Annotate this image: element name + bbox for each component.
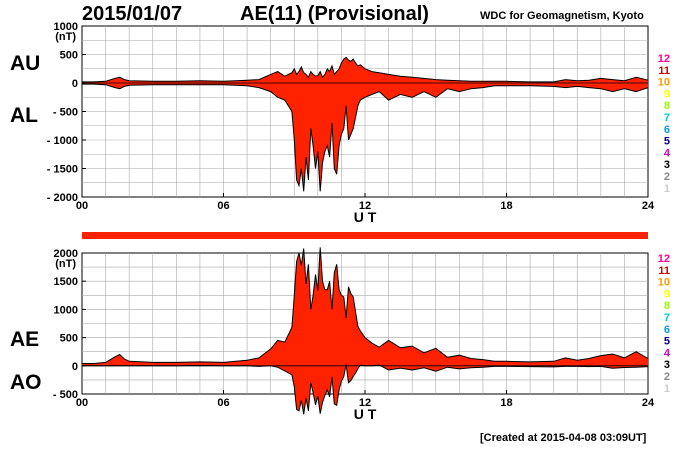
au-al-ytick-label: - 1000 (47, 135, 78, 147)
au-al-ytick-label: - 2000 (47, 192, 78, 204)
ae-ao-ytick-label: 1500 (54, 276, 78, 288)
ae-ao-station-number: 10 (658, 277, 670, 289)
ae-ao-station-number: 7 (664, 312, 670, 324)
au-al-station-number: 12 (658, 53, 670, 65)
au-al-station-number: 10 (658, 77, 670, 89)
ae-ao-station-number: 9 (664, 288, 670, 300)
ae-ao-station-number: 3 (664, 359, 670, 371)
au-al-ytick-label: 500 (60, 50, 78, 62)
ae-ao-xtick-label: 24 (642, 397, 655, 409)
au-al-station-number: 7 (664, 112, 670, 124)
au-al-ytick-label: 0 (72, 78, 78, 90)
au-al-xtick-label: 24 (642, 200, 655, 212)
data-source-label: WDC for Geomagnetism, Kyoto (480, 10, 644, 22)
au-al-station-number: 2 (664, 171, 670, 183)
ae-ao-station-number: 8 (664, 300, 670, 312)
au-series-label: AU (10, 52, 41, 75)
ae-series-line (82, 247, 649, 364)
au-series-line (82, 56, 649, 83)
ae-ao-xtick-label: 00 (76, 397, 88, 409)
au-al-unit-label: (nT) (55, 31, 76, 43)
ae-ao-station-number: 6 (664, 324, 670, 336)
plot-date: 2015/01/07 (82, 3, 183, 25)
ae-ao-station-number: 1 (664, 383, 670, 395)
ae-ao-ytick-label: 500 (60, 333, 78, 345)
plot-title: AE(11) (Provisional) (240, 3, 429, 25)
au-al-xtick-label: 00 (76, 200, 88, 212)
ao-series-label: AO (10, 371, 42, 394)
al-series-label: AL (10, 104, 38, 127)
au-al-station-number: 8 (664, 100, 670, 112)
au-al-xtick-label: 12 (359, 200, 371, 212)
au-al-ytick-label: - 1500 (47, 164, 78, 176)
ae-series-label: AE (10, 328, 40, 351)
ae-ao-ytick-label: - 500 (53, 389, 78, 401)
au-al-xaxis-label: U T (354, 209, 377, 225)
au-al-station-number: 11 (658, 65, 670, 77)
au-al-ytick-label: - 500 (53, 107, 78, 119)
ae-ao-xtick-label: 06 (217, 397, 229, 409)
au-al-station-number: 1 (664, 183, 670, 195)
au-al-xtick-label: 06 (217, 200, 229, 212)
ae-ao-unit-label: (nT) (55, 258, 76, 270)
ae-ao-station-number: 2 (664, 371, 670, 383)
ae-ao-station-number: 4 (664, 347, 671, 359)
ae-ao-xtick-label: 12 (359, 397, 371, 409)
station-availability-bar (82, 232, 648, 239)
al-series-line (82, 83, 649, 192)
au-al-station-number: 5 (664, 136, 670, 148)
au-al-station-number: 9 (664, 88, 670, 100)
au-al-xtick-label: 18 (500, 200, 512, 212)
ae-ao-ytick-label: 1000 (54, 304, 78, 316)
ae-ao-ytick-label: 2000 (54, 248, 78, 260)
ae-ao-station-number: 5 (664, 336, 670, 348)
au-al-station-number: 3 (664, 159, 670, 171)
ae-ao-station-number: 12 (658, 253, 670, 265)
au-al-station-number: 4 (664, 147, 671, 159)
ae-ao-ytick-label: 0 (72, 361, 78, 373)
au-al-station-number: 6 (664, 124, 670, 136)
au-al-ytick-label: 1000 (54, 21, 78, 33)
created-timestamp: [Created at 2015-04-08 03:09UT] (480, 432, 647, 444)
ae-ao-xaxis-label: U T (354, 406, 377, 422)
au-al-filled-band (82, 57, 648, 192)
ae-ao-xtick-label: 18 (500, 397, 512, 409)
ae-ao-station-number: 11 (658, 265, 670, 277)
